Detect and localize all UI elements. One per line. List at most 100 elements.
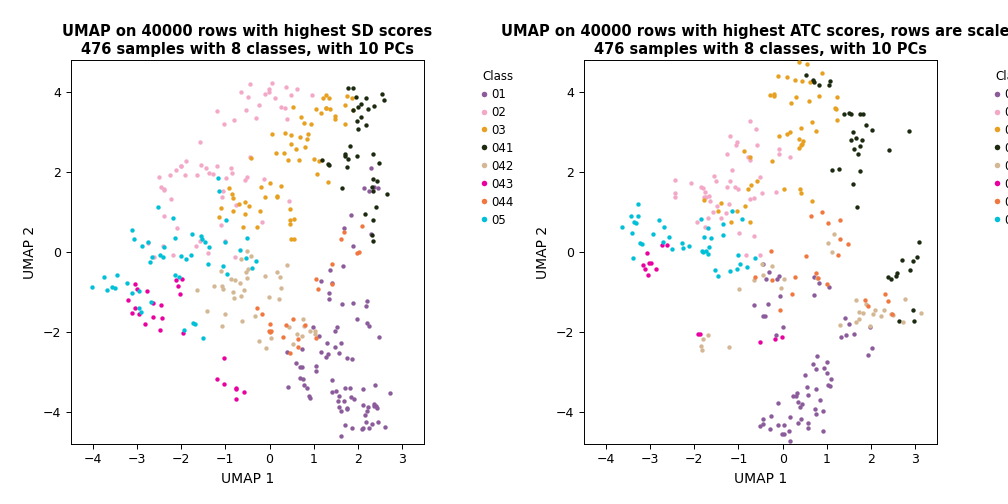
- 02: [233, 88, 249, 96]
- 02: [742, 156, 758, 164]
- 043: [129, 285, 145, 293]
- 043: [174, 329, 191, 337]
- 02: [746, 194, 762, 202]
- 05: [215, 262, 231, 270]
- 02: [729, 138, 745, 146]
- 01: [307, 362, 324, 370]
- 043: [154, 314, 170, 322]
- 041: [846, 145, 862, 153]
- 042: [278, 261, 294, 269]
- 041: [891, 317, 907, 325]
- 01: [814, 407, 831, 415]
- 03: [262, 179, 278, 187]
- 05: [716, 220, 732, 228]
- 042: [289, 330, 305, 338]
- 01: [355, 385, 371, 393]
- 05: [99, 286, 115, 294]
- 01: [755, 415, 771, 423]
- 03: [226, 207, 242, 215]
- 02: [288, 85, 304, 93]
- 01: [292, 374, 308, 383]
- 02: [237, 176, 253, 184]
- 041: [848, 134, 864, 142]
- 01: [366, 400, 382, 408]
- 02: [278, 83, 294, 91]
- 02: [277, 104, 293, 112]
- 01: [371, 334, 387, 342]
- 03: [237, 210, 253, 218]
- 042: [773, 284, 789, 292]
- 02: [140, 239, 156, 247]
- 02: [261, 85, 277, 93]
- 01: [823, 375, 839, 383]
- 044: [841, 240, 857, 248]
- 041: [901, 127, 917, 135]
- 044: [248, 304, 264, 312]
- 01: [370, 418, 386, 426]
- 01: [312, 277, 329, 285]
- 02: [156, 185, 172, 193]
- 03: [814, 69, 831, 77]
- 05: [143, 298, 159, 306]
- 01: [837, 313, 853, 322]
- 03: [783, 99, 799, 107]
- 03: [779, 73, 795, 81]
- 043: [120, 296, 136, 304]
- 042: [885, 311, 901, 319]
- 02: [177, 171, 194, 179]
- 01: [337, 224, 353, 232]
- 01: [334, 339, 350, 347]
- 01: [293, 363, 309, 371]
- 043: [127, 280, 143, 288]
- 03: [298, 135, 314, 143]
- 03: [781, 128, 797, 136]
- 02: [719, 150, 735, 158]
- 02: [151, 173, 167, 181]
- 03: [322, 94, 338, 102]
- 05: [680, 241, 697, 249]
- 043: [640, 271, 656, 279]
- 05: [707, 266, 723, 274]
- 02: [771, 150, 787, 158]
- 01: [333, 432, 349, 440]
- 02: [239, 173, 255, 181]
- 02: [705, 208, 721, 216]
- 01: [847, 330, 863, 338]
- 05: [624, 229, 640, 237]
- 043: [689, 331, 706, 339]
- 02: [740, 153, 756, 161]
- 03: [729, 207, 745, 215]
- 01: [363, 230, 379, 238]
- 05: [628, 219, 644, 227]
- 041: [364, 182, 380, 191]
- 02: [746, 231, 762, 239]
- 03: [807, 127, 824, 135]
- 044: [818, 280, 835, 288]
- 03: [829, 115, 845, 123]
- 043: [658, 241, 674, 249]
- 01: [323, 266, 339, 274]
- 01: [834, 333, 850, 341]
- Y-axis label: UMAP 2: UMAP 2: [23, 225, 37, 279]
- 041: [852, 110, 868, 118]
- 01: [322, 295, 338, 303]
- 03: [299, 131, 316, 139]
- 02: [209, 162, 225, 170]
- 042: [826, 230, 842, 238]
- 01: [815, 427, 832, 435]
- 043: [228, 385, 244, 393]
- 01: [331, 403, 347, 411]
- 05: [131, 304, 147, 312]
- 041: [894, 256, 910, 264]
- 03: [328, 112, 344, 120]
- 043: [643, 259, 659, 267]
- 043: [752, 338, 768, 346]
- 041: [846, 179, 862, 187]
- 02: [256, 174, 272, 182]
- 05: [734, 215, 750, 223]
- 041: [353, 113, 369, 121]
- 05: [197, 238, 213, 246]
- 041: [366, 102, 382, 110]
- 03: [788, 93, 804, 101]
- 02: [238, 106, 254, 114]
